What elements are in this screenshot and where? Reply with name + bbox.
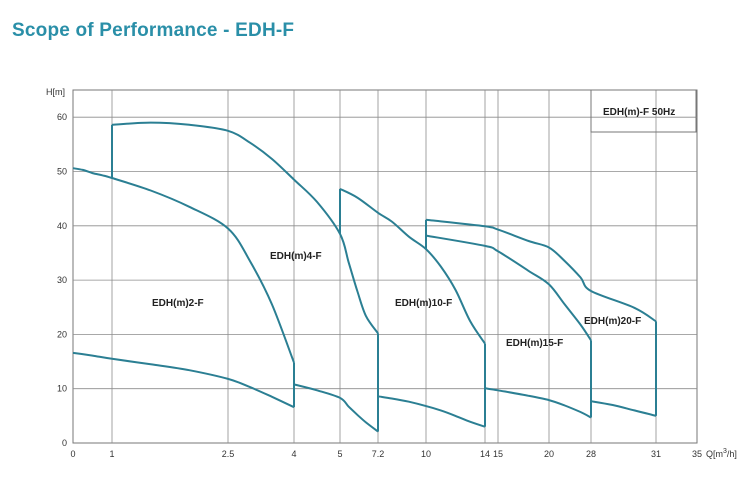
- x-axis-label: Q[m3/h]: [706, 448, 737, 459]
- x-tick-label: 0: [70, 449, 75, 459]
- x-tick-label: 2.5: [222, 449, 235, 459]
- y-tick-label: 40: [57, 221, 67, 231]
- upper-curve-edh-m-15-f: [425, 234, 592, 341]
- x-tick-label: 10: [421, 449, 431, 459]
- y-axis-label: H[m]: [46, 87, 65, 97]
- region-label: EDH(m)10-F: [395, 298, 452, 309]
- y-tick-label: 0: [62, 438, 67, 448]
- page-title: Scope of Performance - EDH-F: [12, 20, 295, 41]
- upper-curve-edh-m-20-f: [425, 218, 657, 323]
- lower-curve-edh-m-15-f: [484, 387, 592, 419]
- x-tick-label: 20: [544, 449, 554, 459]
- y-tick-label: 10: [57, 384, 67, 394]
- region-label: EDH(m)2-F: [152, 298, 204, 309]
- lower-curve-edh-m-2-f: [72, 351, 295, 409]
- region-label: EDH(m)4-F: [270, 251, 322, 262]
- axis-ticks: 0 10 20 30 40 50 60 0 1 2.5 4 5 7.2 10 14 15 20 28 31 35: [57, 112, 702, 459]
- lower-curve-edh-m-4-f: [293, 383, 379, 433]
- upper-curve-edh-m-10-f: [339, 187, 486, 345]
- x-tick-label: 1: [109, 449, 114, 459]
- x-tick-label: 28: [586, 449, 596, 459]
- x-tick-label: 5: [337, 449, 342, 459]
- legend-text: EDH(m)-F 50Hz: [603, 107, 675, 118]
- legend-frame: [590, 89, 697, 133]
- x-tick-label: 4: [291, 449, 296, 459]
- region-label: EDH(m)15-F: [506, 338, 563, 349]
- x-tick-label: 35: [692, 449, 702, 459]
- y-tick-label: 50: [57, 167, 67, 177]
- region-label: EDH(m)20-F: [584, 316, 641, 327]
- y-tick-label: 30: [57, 275, 67, 285]
- curves: [72, 121, 657, 433]
- grid: [72, 89, 698, 444]
- lower-curve-edh-m-20-f: [590, 400, 657, 417]
- lower-curve-edh-m-10-f: [377, 395, 486, 428]
- plot-frame: [72, 89, 698, 444]
- upper-curve-edh-m-4-f: [111, 121, 379, 334]
- y-tick-label: 20: [57, 329, 67, 339]
- x-tick-label: 31: [651, 449, 661, 459]
- curve-labels: EDH(m)2-F EDH(m)4-F EDH(m)10-F EDH(m)15-F ED…: [152, 251, 641, 349]
- x-tick-label: 7.2: [372, 449, 385, 459]
- legend-box: EDH(m)-F 50Hz: [590, 89, 697, 133]
- x-tick-label: 14: [480, 449, 490, 459]
- y-tick-label: 60: [57, 112, 67, 122]
- x-tick-label: 15: [493, 449, 503, 459]
- upper-curve-edh-m-2-f: [72, 167, 295, 363]
